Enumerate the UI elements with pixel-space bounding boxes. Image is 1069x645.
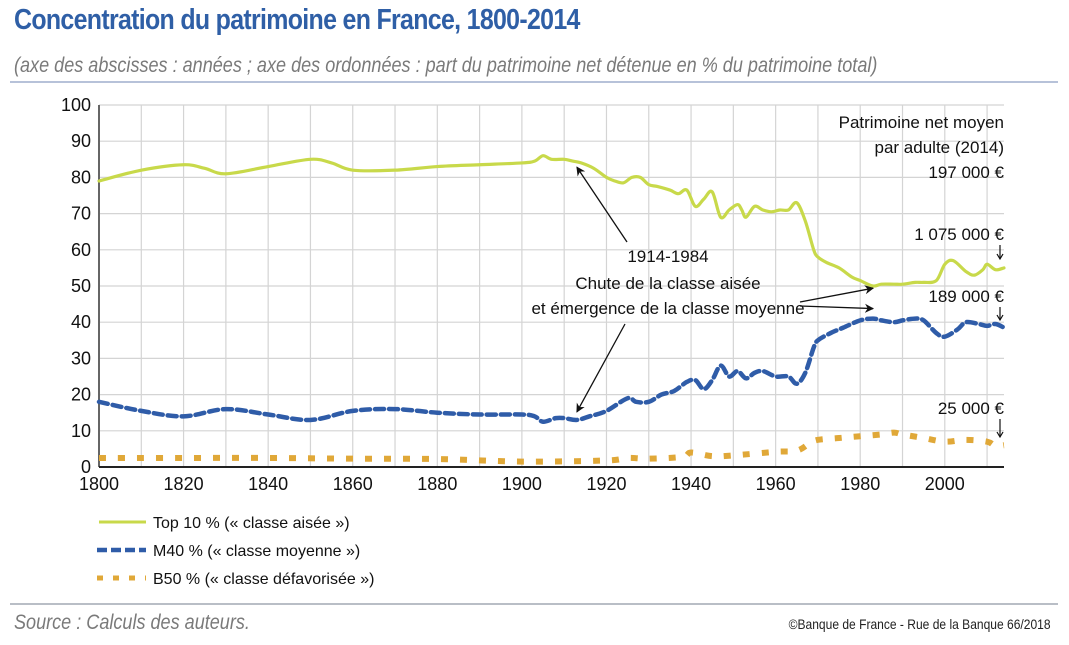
arrow-to-m40-1984 [799, 303, 875, 313]
legend: Top 10 % (« classe aisée ») M40 % (« cla… [97, 515, 374, 588]
y-tick-label: 90 [71, 131, 91, 151]
legend-label-m40: M40 % (« classe moyenne ») [153, 543, 360, 560]
copyright-note: ©Banque de France - Rue de la Banque 66/… [789, 616, 1051, 632]
x-tick-label: 1960 [756, 474, 796, 494]
annotation-arrows [576, 166, 1004, 439]
chart-subtitle: (axe des abscisses : années ; axe des or… [14, 54, 878, 77]
avg-m40-value: 189 000 € [928, 287, 1004, 306]
x-tick-labels: 1800 1820 1840 1860 1880 1900 1920 1940 1960 1980… [79, 474, 965, 494]
x-tick-label: 1840 [248, 474, 288, 494]
y-tick-label: 80 [71, 167, 91, 187]
x-tick-label: 2000 [925, 474, 965, 494]
source-note: Source : Calculs des auteurs. [14, 611, 250, 634]
arrow-to-top10-1914 [576, 166, 628, 243]
x-tick-label: 1940 [671, 474, 711, 494]
axes [98, 105, 1004, 468]
arrow-to-m40-1914 [576, 323, 626, 413]
down-arrow-top10-head [996, 253, 1004, 261]
avg-title-line1: Patrimoine net moyen [839, 113, 1004, 132]
series-group [96, 154, 1007, 465]
footer-divider [10, 603, 1058, 605]
annotation-line1: Chute de la classe aisée [575, 274, 760, 293]
x-tick-label: 1900 [502, 474, 542, 494]
y-tick-labels: 0 10 20 30 40 50 60 70 80 90 100 [61, 95, 91, 477]
chart-title: Concentration du patrimoine en France, 1… [14, 4, 580, 36]
avg-title-line2: par adulte (2014) [875, 138, 1004, 157]
down-arrow-b50-head [996, 431, 1004, 439]
down-arrow-m40-head [996, 314, 1004, 322]
y-tick-label: 40 [71, 312, 91, 332]
avg-b50-value: 25 000 € [938, 399, 1005, 418]
x-tick-label: 1820 [164, 474, 204, 494]
avg-all-value: 197 000 € [928, 163, 1004, 182]
y-tick-label: 70 [71, 204, 91, 224]
annotation-period: 1914-1984 [627, 247, 708, 266]
x-tick-label: 1800 [79, 474, 119, 494]
y-tick-label: 60 [71, 240, 91, 260]
y-tick-label: 20 [71, 385, 91, 405]
legend-label-top10: Top 10 % (« classe aisée ») [153, 515, 350, 532]
x-tick-label: 1980 [840, 474, 880, 494]
x-tick-label: 1860 [333, 474, 373, 494]
avg-top10-value: 1 075 000 € [914, 225, 1004, 244]
annotation-line2: et émergence de la classe moyenne [531, 299, 804, 318]
arrow-to-top10-1984 [799, 285, 875, 303]
y-tick-label: 10 [71, 421, 91, 441]
y-tick-label: 100 [61, 95, 91, 115]
series-line-m40 [96, 316, 1007, 424]
x-tick-label: 1880 [417, 474, 457, 494]
x-tick-label: 1920 [586, 474, 626, 494]
y-tick-label: 50 [71, 276, 91, 296]
legend-label-b50: B50 % (« classe défavorisée ») [153, 571, 374, 588]
header-divider [10, 81, 1058, 83]
series-line-top10 [97, 154, 1006, 288]
y-tick-label: 0 [81, 457, 91, 477]
annotations: 1914-1984 Chute de la classe aisée et ém… [531, 113, 1004, 418]
y-tick-label: 30 [71, 348, 91, 368]
grid [99, 104, 1004, 467]
series-line-b50 [99, 429, 1005, 465]
